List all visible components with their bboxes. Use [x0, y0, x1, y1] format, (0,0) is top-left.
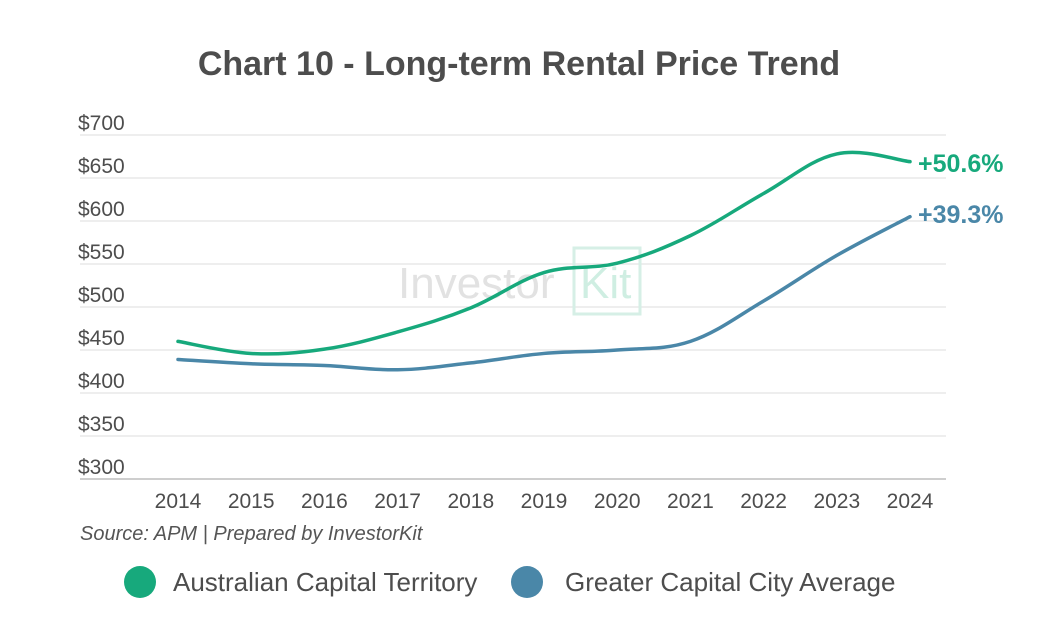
watermark-box	[572, 246, 642, 316]
end-label-gcc: +39.3%	[918, 201, 1004, 229]
x-tick-label: 2018	[447, 490, 494, 513]
legend-marker-gcc	[511, 566, 543, 598]
legend-marker-act	[124, 566, 156, 598]
x-tick-label: 2023	[813, 490, 860, 513]
end-labels: +50.6% +39.3%	[918, 150, 1004, 229]
x-tick-label: 2017	[374, 490, 421, 513]
y-tick-label: $700	[78, 112, 125, 135]
y-tick-label: $300	[78, 456, 125, 479]
x-tick-label: 2022	[740, 490, 787, 513]
source-note: Source: APM | Prepared by InvestorKit	[80, 523, 424, 545]
y-tick-label: $500	[78, 284, 125, 307]
x-tick-label: 2015	[228, 490, 275, 513]
legend-label-gcc: Greater Capital City Average	[565, 567, 895, 597]
x-axis: 2014 2015 2016 2017 2018 2019 2020 2021 2022 2023…	[155, 490, 934, 513]
x-tick-label: 2019	[521, 490, 568, 513]
x-tick-label: 2021	[667, 490, 714, 513]
chart-title: Chart 10 - Long-term Rental Price Trend	[198, 45, 840, 83]
y-axis: $700 $650 $600 $550 $500 $450 $400 $350 $300	[78, 112, 125, 479]
x-tick-label: 2014	[155, 490, 202, 513]
series-lines	[176, 150, 912, 372]
watermark-text: Investor	[398, 259, 555, 308]
series-line-act	[176, 150, 912, 356]
legend-label-act: Australian Capital Territory	[173, 567, 477, 597]
y-tick-label: $350	[78, 413, 125, 436]
y-tick-label: $600	[78, 198, 125, 221]
y-tick-label: $550	[78, 241, 125, 264]
legend: Australian Capital Territory Greater Cap…	[124, 566, 895, 598]
x-tick-label: 2024	[887, 490, 934, 513]
watermark: Investor Kit	[398, 246, 642, 316]
y-tick-label: $650	[78, 155, 125, 178]
y-tick-label: $450	[78, 327, 125, 350]
x-tick-label: 2020	[594, 490, 641, 513]
x-tick-label: 2016	[301, 490, 348, 513]
series-line-gcc	[176, 214, 912, 372]
end-label-act: +50.6%	[918, 150, 1004, 178]
y-tick-label: $400	[78, 370, 125, 393]
